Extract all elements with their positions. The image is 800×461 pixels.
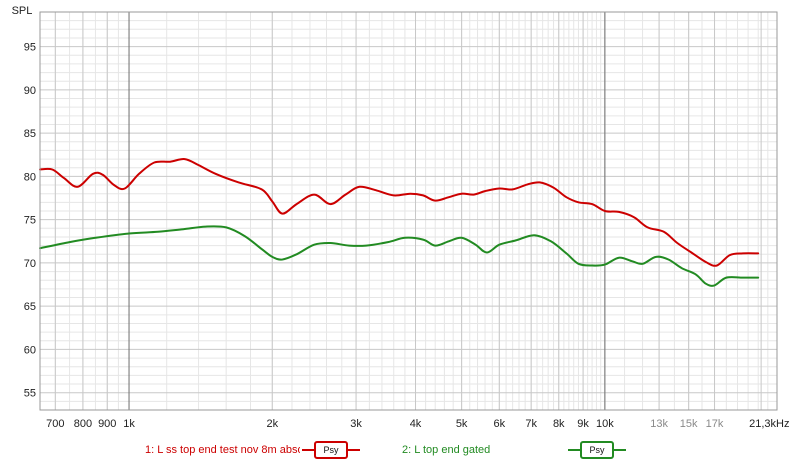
x-tick-label: 1k (123, 418, 135, 430)
x-tick-label: 3k (350, 418, 362, 430)
x-tick-label: 700 (46, 418, 64, 430)
legend-line-icon-1 (302, 449, 314, 451)
psy-label-1: Psy (314, 441, 348, 459)
legend-line-icon-1b (348, 449, 360, 451)
y-tick-label: 55 (24, 388, 36, 400)
legend-line-icon-2 (568, 449, 580, 451)
x-tick-label: 9k (577, 418, 589, 430)
x-tick-label: 10k (596, 418, 614, 430)
y-tick-label: 75 (24, 215, 36, 227)
plot-series (39, 158, 760, 287)
y-tick-label: 85 (24, 128, 36, 140)
legend-label-1: 1: L ss top end test nov 8m absorber (145, 444, 300, 456)
psy-label-2: Psy (580, 441, 614, 459)
legend-line-icon-2b (614, 449, 626, 451)
x-tick-label: 6k (493, 418, 505, 430)
x-axis-ticks: 700 800 900 1k 2k 3k 4k 5k 6k 7k 8k 9k 10k 13k 15k 17k 2… (46, 418, 789, 430)
legend-item-2[interactable]: 2: L top end gated Psy (402, 441, 632, 459)
x-tick-label: 4k (410, 418, 422, 430)
psy-badge-2[interactable]: Psy (568, 441, 626, 459)
x-tick-label: 2k (266, 418, 278, 430)
y-tick-label: 95 (24, 42, 36, 54)
x-tick-label: 5k (456, 418, 468, 430)
x-tick-label: 900 (98, 418, 116, 430)
x-tick-label: 7k (525, 418, 537, 430)
y-axis-label: SPL (12, 5, 33, 17)
y-tick-label: 80 (24, 171, 36, 183)
plot-border (39, 11, 778, 411)
x-tick-label: 15k (680, 418, 698, 430)
minor-grid (40, 11, 777, 411)
y-tick-label: 70 (24, 258, 36, 270)
y-tick-label: 60 (24, 344, 36, 356)
psy-badge-1[interactable]: Psy (302, 441, 360, 459)
x-tick-label: 800 (74, 418, 92, 430)
y-tick-label: 65 (24, 301, 36, 313)
legend-item-1[interactable]: 1: L ss top end test nov 8m absorber Psy (145, 441, 360, 459)
y-tick-label: 90 (24, 85, 36, 97)
x-tick-label: 13k (650, 418, 668, 430)
series-line-1 (39, 158, 760, 267)
x-tick-label: 17k (706, 418, 724, 430)
y-axis-ticks: 55 60 65 70 75 80 85 90 95 (24, 42, 36, 400)
series-line-2 (39, 225, 760, 287)
x-tick-label: 21,3kHz (749, 418, 789, 430)
x-tick-label: 8k (553, 418, 565, 430)
legend-label-2: 2: L top end gated (402, 444, 491, 456)
